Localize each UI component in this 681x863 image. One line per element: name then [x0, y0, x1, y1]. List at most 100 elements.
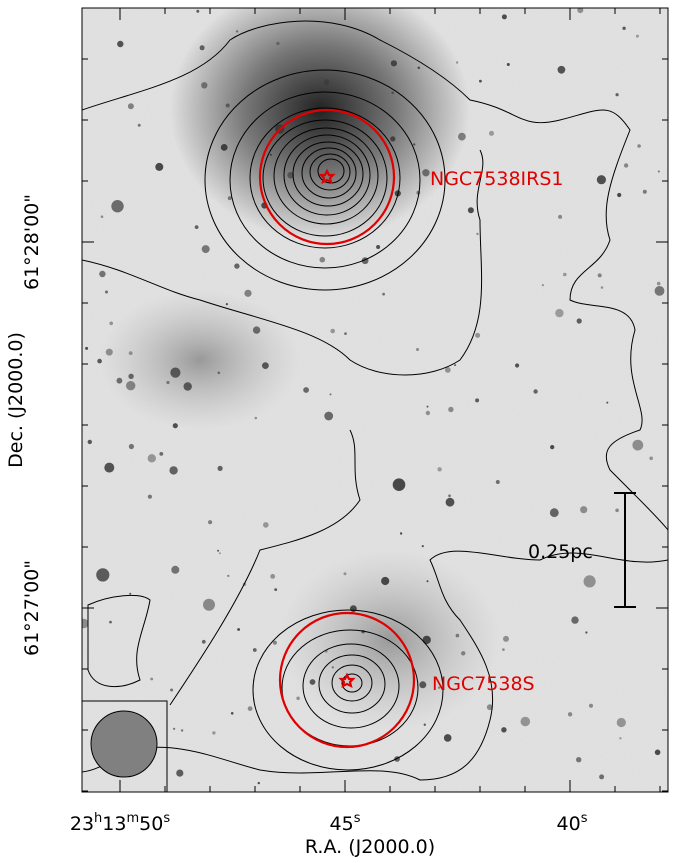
star [596, 175, 607, 185]
star [257, 781, 260, 785]
star [201, 82, 208, 89]
star [656, 281, 661, 286]
star [227, 574, 230, 578]
star [199, 45, 205, 51]
star [230, 712, 234, 715]
star [467, 207, 474, 214]
star [577, 8, 584, 14]
star [171, 565, 180, 574]
star [244, 289, 252, 297]
star [615, 508, 619, 513]
star [425, 410, 431, 416]
star [218, 552, 221, 555]
sky-image [82, 8, 668, 792]
tick-unit: s [581, 811, 588, 826]
star [173, 727, 176, 730]
star [622, 26, 626, 30]
y-axis-label: Dec. (J2000.0) [5, 332, 27, 468]
star [169, 466, 178, 475]
star [461, 651, 466, 656]
star [445, 497, 455, 507]
star [350, 605, 357, 612]
star [615, 93, 619, 97]
x-tick-label: 23h13m50s [70, 811, 170, 835]
star [303, 387, 309, 393]
star [503, 635, 509, 642]
star [254, 416, 258, 420]
star [515, 363, 520, 368]
star [475, 398, 480, 403]
star [274, 588, 278, 591]
star [422, 169, 430, 177]
star [623, 163, 629, 168]
star [616, 717, 626, 728]
star [423, 723, 426, 726]
star [654, 749, 661, 756]
star [533, 389, 538, 394]
star [486, 704, 493, 711]
star [642, 189, 647, 194]
star [583, 575, 596, 588]
tick-number: 23 [70, 813, 94, 835]
star [117, 40, 124, 48]
star [392, 478, 406, 492]
star [201, 245, 210, 254]
star [96, 568, 110, 582]
star [296, 696, 300, 701]
star [127, 103, 134, 110]
star [426, 580, 429, 583]
star [390, 136, 396, 142]
star [324, 411, 334, 421]
star [97, 358, 102, 364]
star [555, 308, 564, 318]
y-tick-label: 61°27'00" [21, 560, 43, 656]
star [550, 445, 555, 450]
star [437, 467, 442, 472]
star [455, 61, 459, 64]
star [129, 592, 132, 595]
star [585, 631, 588, 634]
star [208, 520, 213, 525]
star [458, 132, 466, 141]
star [455, 633, 460, 638]
star [417, 66, 421, 70]
star [567, 712, 573, 717]
star [489, 130, 494, 136]
star [99, 270, 106, 278]
star [506, 63, 510, 66]
star [329, 393, 332, 396]
star [599, 774, 605, 780]
star [479, 79, 482, 83]
tick-unit: s [163, 811, 170, 826]
star [183, 382, 192, 391]
source-label: NGC7538IRS1 [430, 168, 564, 190]
star [176, 769, 184, 777]
star [180, 729, 184, 732]
star [225, 103, 230, 108]
star [606, 401, 609, 404]
star [619, 737, 622, 740]
star [576, 757, 582, 763]
star [416, 348, 419, 351]
star [237, 628, 241, 631]
star [172, 423, 178, 429]
star [309, 679, 316, 685]
star [637, 144, 641, 148]
star [576, 318, 582, 324]
star [319, 256, 326, 263]
tick-unit: m [126, 811, 139, 826]
star [270, 574, 276, 579]
star [632, 439, 644, 451]
star [262, 362, 269, 369]
star [159, 452, 164, 456]
star [276, 41, 280, 46]
tick-unit: h [94, 811, 102, 826]
star [166, 380, 170, 385]
star [203, 598, 215, 611]
star [128, 373, 134, 379]
star [635, 34, 639, 38]
star [501, 14, 507, 20]
star [217, 549, 220, 552]
star [501, 727, 507, 733]
star [128, 351, 133, 355]
